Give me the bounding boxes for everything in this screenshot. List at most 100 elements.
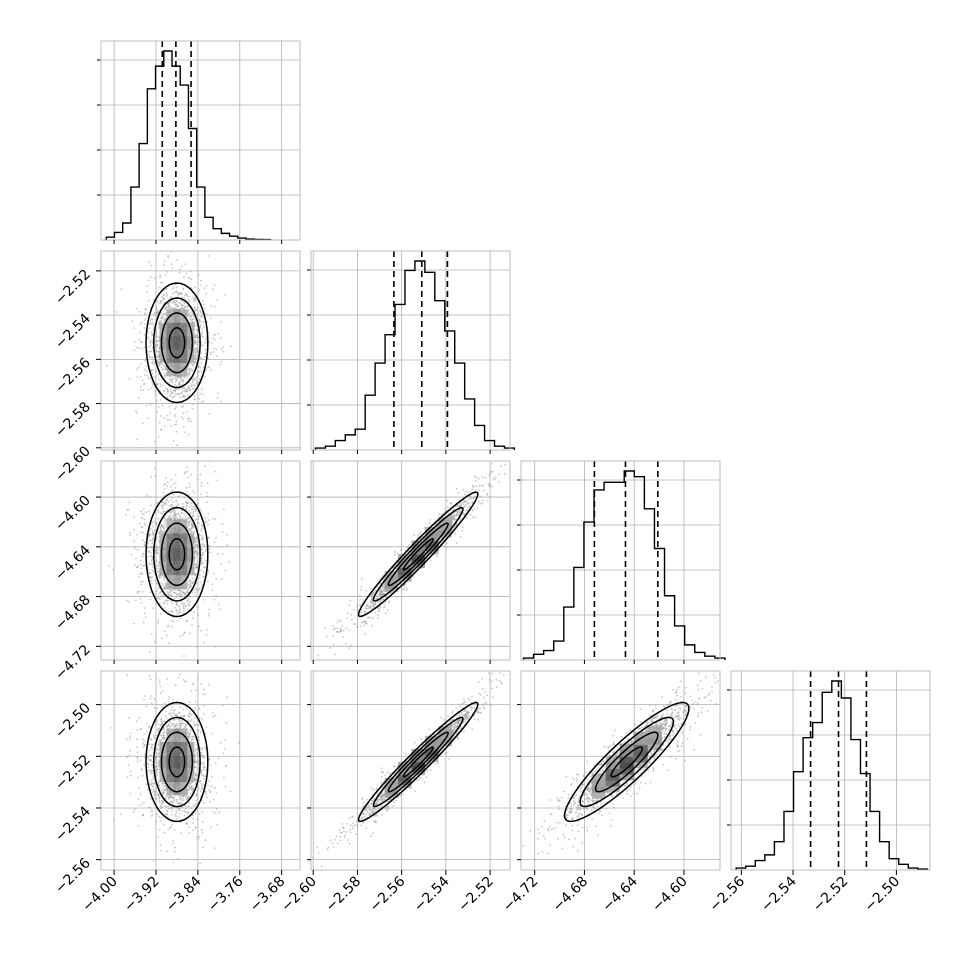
sample-point <box>136 307 139 310</box>
sample-point <box>155 370 158 373</box>
sample-point <box>202 541 204 544</box>
sample-point <box>208 341 211 343</box>
sample-point <box>187 311 190 313</box>
density-cell <box>173 362 181 377</box>
sample-point <box>338 619 340 622</box>
sample-point <box>498 481 500 483</box>
sample-point <box>494 476 497 479</box>
sample-point <box>166 271 169 273</box>
sample-point <box>146 291 148 293</box>
sample-point <box>143 518 146 521</box>
sample-point <box>159 526 162 529</box>
sample-point <box>175 378 178 381</box>
sample-point <box>204 376 207 378</box>
sample-point <box>340 620 342 622</box>
sample-point <box>413 534 415 537</box>
sample-point <box>324 627 326 629</box>
sample-point <box>143 523 146 525</box>
sample-point <box>200 569 203 572</box>
sample-point <box>193 580 195 583</box>
sample-point <box>360 578 363 581</box>
sample-point <box>171 301 174 304</box>
sample-point <box>140 385 143 388</box>
sample-point <box>205 634 208 636</box>
sample-point <box>155 333 158 336</box>
sample-point <box>194 286 197 289</box>
sample-point <box>195 518 198 520</box>
sample-point <box>214 338 216 341</box>
sample-point <box>207 569 210 572</box>
sample-point <box>356 626 359 629</box>
sample-point <box>175 603 178 606</box>
sample-point <box>171 402 174 405</box>
sample-point <box>394 553 396 556</box>
sample-point <box>135 548 137 550</box>
sample-point <box>185 515 187 518</box>
sample-point <box>187 577 190 580</box>
sample-point <box>170 478 173 481</box>
sample-point <box>179 380 182 382</box>
sample-point <box>188 494 191 496</box>
sample-point <box>356 625 359 627</box>
sample-point <box>204 566 206 569</box>
sample-point <box>208 366 210 368</box>
sample-point <box>188 529 191 532</box>
sample-point <box>159 592 161 594</box>
sample-point <box>145 308 148 311</box>
sample-point <box>207 523 209 526</box>
sample-point <box>200 528 202 531</box>
sample-point <box>133 546 136 549</box>
sample-point <box>198 507 201 510</box>
sample-point <box>202 321 205 323</box>
sample-point <box>167 256 170 258</box>
sample-point <box>136 346 139 349</box>
sample-point <box>357 610 359 613</box>
sample-point <box>145 511 147 513</box>
sample-point <box>163 319 166 322</box>
sample-point <box>174 591 177 594</box>
sample-point <box>186 295 189 297</box>
sample-point <box>156 549 159 551</box>
sample-point <box>336 627 339 630</box>
sample-point <box>167 390 169 392</box>
sample-point <box>154 593 157 596</box>
sample-point <box>157 570 160 573</box>
sample-point <box>182 634 185 636</box>
sample-point <box>184 389 186 392</box>
sample-point <box>370 616 373 619</box>
sample-point <box>135 412 138 415</box>
sample-point <box>150 264 153 267</box>
sample-point <box>180 602 183 605</box>
sample-point <box>138 573 141 575</box>
sample-point <box>190 527 192 530</box>
sample-point <box>149 378 151 380</box>
sample-point <box>199 473 202 476</box>
sample-point <box>163 294 166 296</box>
sample-point <box>145 404 148 407</box>
sample-point <box>201 299 204 302</box>
sample-point <box>164 526 167 528</box>
sample-point <box>170 590 173 593</box>
sample-point <box>189 388 192 391</box>
sample-point <box>174 606 176 609</box>
sample-point <box>187 602 190 605</box>
sample-point <box>208 536 211 539</box>
sample-point <box>160 299 163 302</box>
sample-point <box>183 472 186 475</box>
sample-point <box>150 369 153 372</box>
sample-point <box>166 625 169 628</box>
sample-point <box>158 541 160 544</box>
sample-point <box>120 288 123 291</box>
sample-point <box>194 297 197 300</box>
sample-point <box>197 365 200 367</box>
sample-point <box>174 510 176 513</box>
sample-point <box>171 509 174 512</box>
sample-point <box>143 564 146 567</box>
sample-point <box>333 627 336 630</box>
sample-point <box>192 403 195 406</box>
sample-point <box>164 483 167 485</box>
sample-point <box>194 337 197 339</box>
sample-point <box>136 592 139 595</box>
sample-point <box>140 580 143 583</box>
sample-point <box>379 599 382 602</box>
